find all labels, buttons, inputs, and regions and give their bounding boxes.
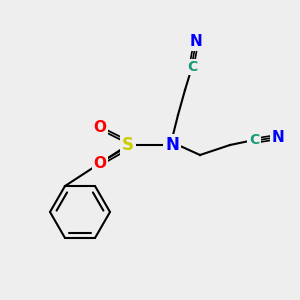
Text: S: S xyxy=(122,136,134,154)
Text: C: C xyxy=(249,133,259,147)
Text: N: N xyxy=(190,34,202,50)
Text: N: N xyxy=(272,130,284,145)
Text: O: O xyxy=(94,121,106,136)
Text: C: C xyxy=(187,60,197,74)
Text: N: N xyxy=(165,136,179,154)
Text: O: O xyxy=(94,157,106,172)
